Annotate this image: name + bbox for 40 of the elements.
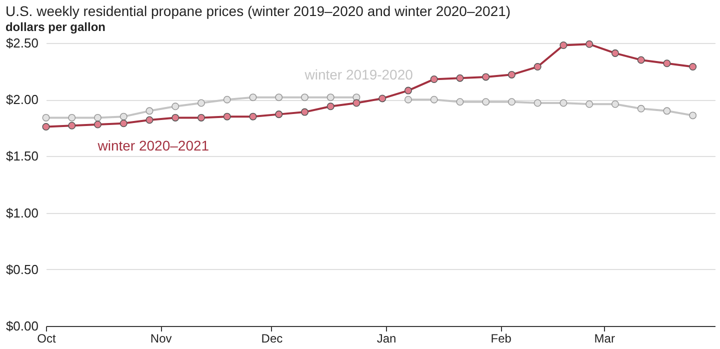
x-tick-label: Oct [37,332,56,346]
x-tick-label: Mar [594,332,615,346]
point [482,98,490,106]
point [42,114,50,122]
point [534,99,542,107]
x-tick-label: Jan [376,332,396,346]
y-tick-label: $1.50 [6,148,38,164]
point [508,98,516,106]
chart-subtitle: dollars per gallon [5,20,106,34]
y-tick-label: $2.00 [6,92,38,108]
point [586,100,594,108]
y-tick-label: $2.50 [6,36,38,50]
point [94,114,102,122]
point [68,114,76,122]
point [172,102,180,110]
point [663,107,671,115]
point [197,99,205,107]
series-label: winter 2020–2021 [96,138,210,154]
point [275,94,283,102]
point [560,99,568,107]
chart-title: U.S. weekly residential propane prices (winter 2019–2020 and winter 2020–2021) [5,3,511,19]
series-label: winter 2019-2020 [304,66,414,82]
point [637,104,645,112]
x-tick-label: Feb [490,332,512,346]
point [611,100,619,108]
point [223,96,231,104]
y-tick-label: $1.00 [6,205,38,220]
x-tick-label: Dec [261,332,283,346]
point [146,107,154,115]
y-tick-label: $0.50 [6,262,38,277]
y-tick-label: $0.00 [6,318,38,334]
point [300,94,308,102]
point [120,112,128,120]
x-tick-label: Nov [150,332,172,346]
point [430,96,438,104]
point [404,96,412,104]
point [249,94,257,102]
point [326,94,334,102]
point [456,98,464,106]
point [689,112,697,120]
